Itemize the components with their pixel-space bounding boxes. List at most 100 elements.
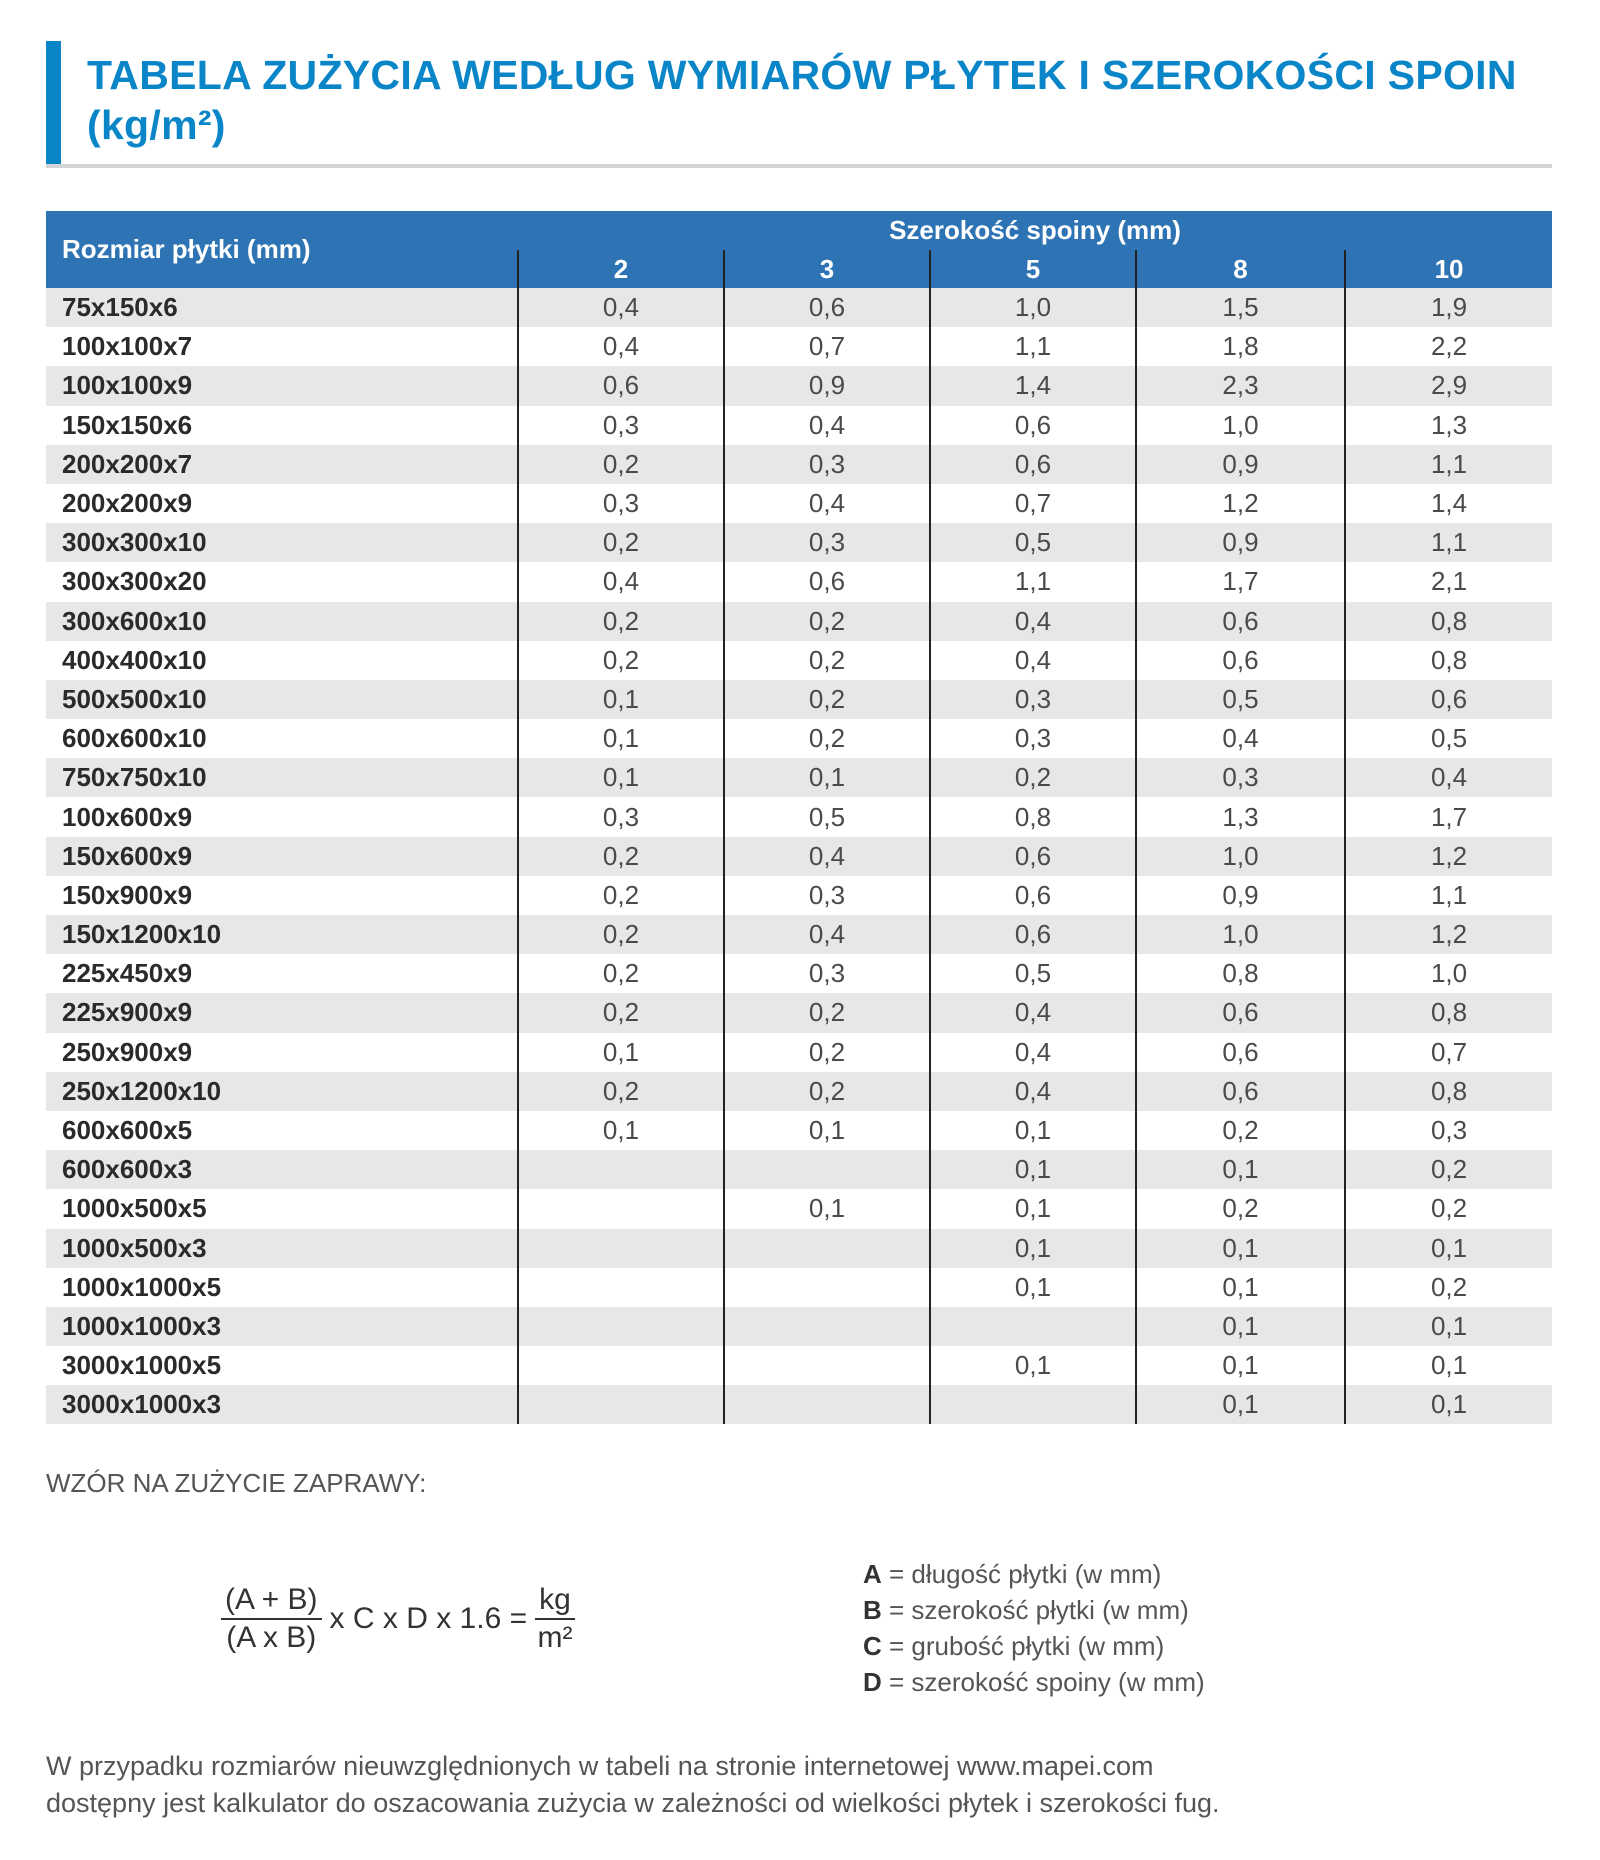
consumption-value: 0,8	[929, 797, 1136, 837]
consumption-value: 0,6	[723, 288, 930, 328]
table-row: 1000x500x3 0,1 0,1 0,1	[46, 1228, 1553, 1268]
table-row: 225x450x9 0,2 0,3 0,5 0,8 1,0	[46, 954, 1553, 994]
table-row: 1000x1000x3 0,1 0,1	[46, 1306, 1553, 1347]
tile-size: 400x400x10	[62, 644, 207, 675]
consumption-value: 0,3	[723, 444, 930, 484]
consumption-value: 0,7	[1343, 1032, 1553, 1072]
consumption-value: 0,2	[517, 640, 724, 680]
table-row: 300x300x10 0,2 0,3 0,5 0,9 1,1	[46, 523, 1553, 563]
formula-fraction: (A + B) (A x B)	[221, 1582, 322, 1656]
table-row: 500x500x10 0,1 0,2 0,3 0,5 0,6	[46, 679, 1553, 720]
consumption-value: 0,6	[929, 405, 1136, 445]
consumption-value	[723, 1346, 930, 1386]
table-row: 225x900x9 0,2 0,2 0,4 0,6 0,8	[46, 993, 1553, 1033]
consumption-value: 0,2	[723, 1071, 930, 1111]
consumption-value: 0,1	[1343, 1385, 1553, 1425]
consumption-value	[517, 1228, 724, 1268]
consumption-value: 1,1	[1343, 444, 1553, 484]
tile-size: 225x900x9	[46, 993, 518, 1033]
consumption-value: 1,4	[929, 366, 1136, 406]
tile-size: 200x200x9	[62, 488, 193, 519]
consumption-value: 0,1	[929, 1150, 1136, 1190]
consumption-value	[517, 1306, 724, 1347]
consumption-value: 0,4	[929, 601, 1136, 641]
consumption-value: 0,2	[723, 640, 930, 680]
tile-size: 600x600x10	[62, 723, 207, 754]
unit-numerator: kg	[535, 1582, 575, 1620]
table-row: 750x750x10 0,1 0,1 0,2 0,3 0,4	[46, 758, 1553, 798]
consumption-value: 1,3	[1343, 405, 1553, 445]
consumption-value: 0,1	[929, 1267, 1136, 1307]
consumption-value: 0,9	[1135, 444, 1345, 484]
consumption-value: 0,1	[1135, 1150, 1345, 1190]
consumption-value: 0,6	[929, 836, 1136, 876]
table-row: 300x600x10 0,2 0,2 0,4 0,6 0,8	[46, 601, 1553, 641]
consumption-value: 0,4	[929, 1032, 1136, 1072]
consumption-value: 1,8	[1135, 327, 1345, 367]
tile-size: 150x600x9	[46, 836, 518, 876]
consumption-value: 0,3	[929, 719, 1136, 759]
consumption-value: 0,3	[723, 954, 930, 994]
footer-note: W przypadku rozmiarów nieuwzględnionych …	[46, 1748, 1220, 1822]
consumption-value: 0,4	[1135, 719, 1345, 759]
page-title: TABELA ZUŻYCIA WEDŁUG WYMIARÓW PŁYTEK I …	[87, 52, 1517, 148]
consumption-value: 0,1	[929, 1110, 1136, 1151]
consumption-value: 0,6	[929, 444, 1136, 484]
consumption-value: 0,1	[1135, 1346, 1345, 1386]
table-row: 300x300x20 0,4 0,6 1,1 1,7 2,1	[46, 562, 1553, 602]
consumption-value: 0,2	[1135, 1189, 1345, 1229]
consumption-value: 1,7	[1343, 797, 1553, 837]
consumption-value	[723, 1267, 930, 1307]
consumption-value: 0,6	[1343, 679, 1553, 720]
tile-size: 75x150x6	[46, 288, 518, 328]
consumption-value: 0,1	[517, 758, 724, 798]
tile-size: 500x500x10	[46, 679, 518, 720]
consumption-value: 0,1	[517, 1032, 724, 1072]
consumption-value: 0,4	[723, 915, 930, 955]
consumption-value: 0,8	[1343, 640, 1553, 680]
consumption-value	[517, 1267, 724, 1307]
consumption-value	[929, 1385, 1136, 1425]
consumption-value: 0,1	[929, 1228, 1136, 1268]
consumption-value: 0,7	[723, 327, 930, 367]
column-header-8: 8	[1135, 250, 1345, 288]
consumption-value: 0,1	[1343, 1306, 1553, 1347]
tile-size: 150x1200x10	[46, 915, 518, 955]
consumption-value: 0,9	[1135, 523, 1345, 563]
consumption-value: 0,2	[723, 993, 930, 1033]
consumption-value: 0,1	[929, 1189, 1136, 1229]
consumption-value: 1,0	[1135, 915, 1345, 955]
tile-size: 200x200x7	[46, 444, 518, 484]
consumption-value: 0,5	[723, 797, 930, 837]
tile-size: 1000x500x3	[46, 1228, 518, 1268]
tile-size: 1000x500x5	[62, 1193, 207, 1224]
tile-size: 250x900x9	[62, 1036, 193, 1067]
tile-size: 250x1200x10	[46, 1071, 518, 1111]
consumption-value: 1,4	[1343, 483, 1553, 524]
consumption-value	[517, 1189, 724, 1229]
table-row: 250x900x9 0,1 0,2 0,4 0,6 0,7	[46, 1032, 1553, 1072]
consumption-value	[517, 1346, 724, 1386]
consumption-value: 1,1	[929, 327, 1136, 367]
consumption-value: 1,0	[1343, 954, 1553, 994]
tile-size: 300x300x20	[62, 566, 207, 597]
tile-size: 300x600x10	[46, 601, 518, 641]
consumption-value: 0,2	[517, 836, 724, 876]
consumption-value: 0,4	[517, 562, 724, 602]
consumption-value: 0,4	[1343, 758, 1553, 798]
consumption-value	[517, 1150, 724, 1190]
consumption-value: 2,9	[1343, 366, 1553, 406]
consumption-value	[929, 1306, 1136, 1347]
table-row: 400x400x10 0,2 0,2 0,4 0,6 0,8	[46, 640, 1553, 680]
consumption-value: 0,2	[517, 954, 724, 994]
consumption-value: 2,2	[1343, 327, 1553, 367]
consumption-value: 0,5	[929, 954, 1136, 994]
consumption-value: 0,8	[1343, 601, 1553, 641]
legend-item: C = grubość płytki (w mm)	[863, 1631, 1165, 1661]
tile-size: 3000x1000x5	[62, 1350, 222, 1381]
table-row: 1000x1000x5 0,1 0,1 0,2	[46, 1267, 1553, 1307]
table-row: 100x600x9 0,3 0,5 0,8 1,3 1,7	[46, 797, 1553, 837]
consumption-value: 0,6	[929, 915, 1136, 955]
tile-size: 1000x1000x3	[46, 1306, 518, 1347]
consumption-value	[723, 1385, 930, 1425]
